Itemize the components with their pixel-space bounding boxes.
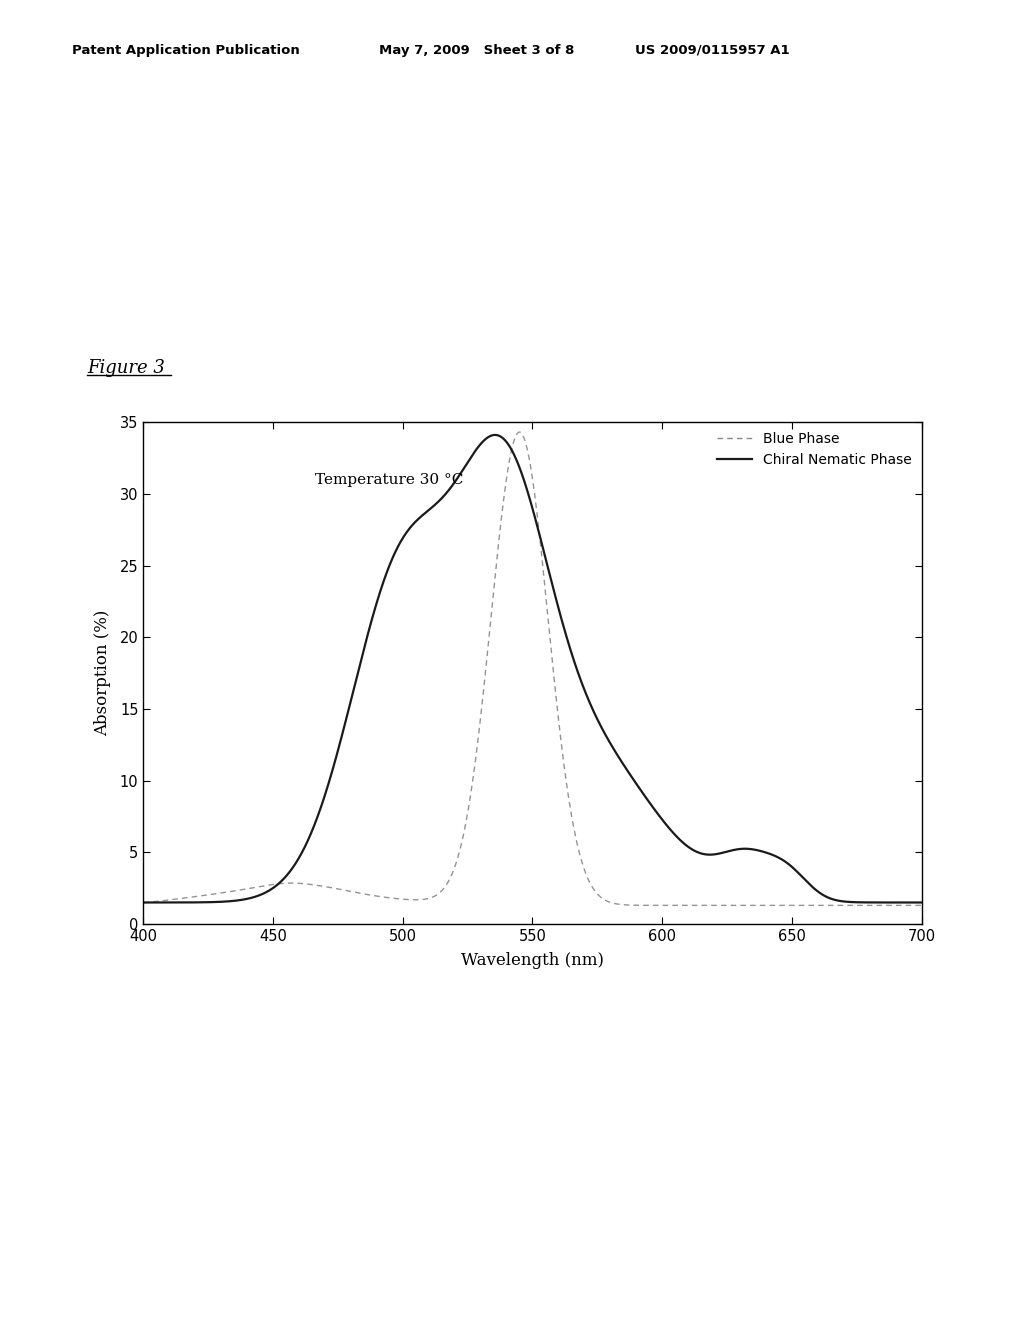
Text: Figure 3: Figure 3 [87,359,165,378]
Text: US 2009/0115957 A1: US 2009/0115957 A1 [635,44,790,57]
X-axis label: Wavelength (nm): Wavelength (nm) [461,952,604,969]
Text: May 7, 2009   Sheet 3 of 8: May 7, 2009 Sheet 3 of 8 [379,44,574,57]
Y-axis label: Absorption (%): Absorption (%) [94,610,112,737]
Text: Temperature 30 °C: Temperature 30 °C [314,473,463,487]
Text: Patent Application Publication: Patent Application Publication [72,44,299,57]
Legend: Blue Phase, Chiral Nematic Phase: Blue Phase, Chiral Nematic Phase [712,426,918,473]
